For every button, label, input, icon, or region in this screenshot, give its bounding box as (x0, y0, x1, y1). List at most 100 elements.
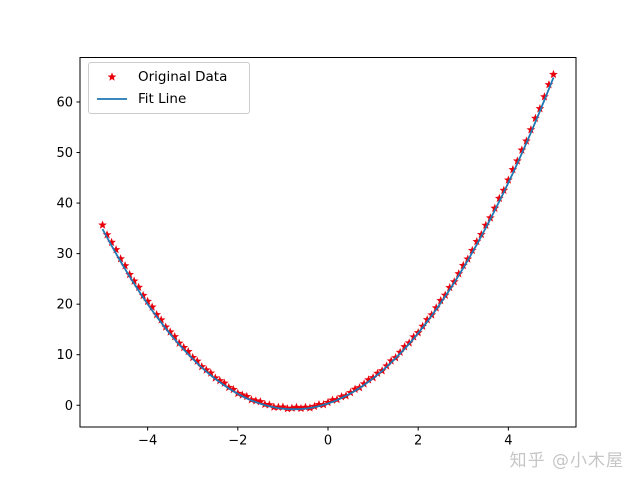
y-tick-label: 20 (56, 298, 73, 313)
scatter-point (436, 296, 446, 305)
scatter-point (310, 401, 319, 411)
scatter-point (188, 352, 198, 362)
scatter-point (301, 402, 310, 412)
scatter-point (540, 92, 549, 101)
scatter-point (125, 269, 134, 279)
scatter-series (98, 69, 558, 413)
scatter-point (260, 399, 270, 409)
scatter-point (192, 356, 202, 365)
y-tick-label: 60 (56, 95, 73, 110)
scatter-point (526, 125, 536, 134)
scatter-point (386, 356, 396, 365)
scatter-point (138, 290, 148, 300)
scatter-point (201, 365, 211, 374)
y-tick-label: 30 (56, 247, 73, 262)
y-tick-label: 50 (56, 146, 73, 161)
watermark: 知乎 @小木屋 (509, 451, 624, 471)
scatter-point (517, 145, 527, 154)
scatter-point (522, 136, 531, 145)
scatter-point (422, 315, 432, 324)
scatter-point (224, 382, 234, 392)
scatter-point (111, 245, 121, 254)
scatter-point (170, 332, 180, 341)
y-tick-label: 0 (65, 399, 73, 414)
scatter-point (490, 203, 500, 212)
scatter-point (246, 395, 256, 404)
scatter-point (255, 397, 265, 406)
scatter-point (296, 403, 306, 413)
scatter-point (102, 230, 112, 239)
scatter-point (418, 321, 428, 331)
scatter-point (98, 220, 107, 229)
line-marker-icon (95, 91, 129, 107)
scatter-point (499, 185, 509, 195)
scatter-point (431, 303, 441, 312)
scatter-point (467, 245, 477, 255)
scatter-point (458, 260, 468, 270)
scatter-point (494, 193, 504, 203)
scatter-point (242, 391, 252, 401)
scatter-point (183, 346, 193, 356)
legend-item-original-data: Original Data (95, 67, 243, 87)
fit-line (101, 77, 555, 411)
x-tick-label: 4 (504, 434, 512, 449)
scatter-point (382, 361, 391, 370)
scatter-point (400, 342, 410, 351)
scatter-point (350, 384, 360, 393)
scatter-point (472, 236, 482, 246)
scatter-point (274, 402, 283, 411)
scatter-point (337, 392, 346, 401)
scatter-point (215, 376, 225, 385)
scatter-point (531, 113, 540, 123)
scatter-point (134, 282, 143, 292)
star-marker-icon (95, 69, 129, 85)
scatter-point (107, 237, 116, 247)
scatter-point (503, 175, 513, 184)
scatter-point (513, 156, 522, 165)
legend-item-fit-line: Fit Line (95, 89, 243, 109)
scatter-point (454, 269, 464, 278)
scatter-point (179, 342, 189, 352)
x-tick-label: −4 (138, 434, 157, 449)
scatter-point (219, 378, 229, 387)
scatter-point (364, 375, 373, 384)
scatter-point (314, 400, 324, 409)
scatter-point (237, 390, 247, 399)
scatter-point (116, 254, 125, 263)
x-tick-label: 2 (414, 434, 422, 449)
scatter-point (129, 276, 139, 285)
scatter-point (328, 395, 337, 404)
scatter-point (373, 368, 382, 378)
scatter-point (278, 402, 288, 411)
scatter-point (174, 338, 184, 347)
legend-label-fit-line: Fit Line (138, 91, 187, 107)
scatter-point (120, 261, 130, 270)
scatter-point (147, 302, 157, 311)
scatter-point (323, 397, 333, 407)
scatter-point (476, 229, 486, 239)
legend-label-original-data: Original Data (138, 69, 228, 85)
scatter-point (359, 379, 369, 388)
legend: Original Data Fit Line (88, 62, 250, 114)
scatter-point (197, 362, 207, 371)
scatter-point (152, 310, 162, 319)
scatter-point (346, 388, 355, 397)
x-tick-label: 0 (324, 434, 332, 449)
scatter-point (544, 80, 554, 89)
scatter-point (445, 282, 455, 292)
scatter-point (395, 347, 405, 357)
scatter-point (292, 402, 301, 412)
scatter-point (156, 315, 166, 324)
scatter-point (206, 368, 216, 377)
x-tick-label: −2 (228, 434, 247, 449)
scatter-point (143, 296, 153, 306)
y-tick-label: 10 (56, 348, 73, 363)
scatter-point (549, 69, 558, 79)
y-tick-label: 40 (56, 197, 73, 212)
scatter-point (409, 332, 419, 341)
scatter-point (481, 220, 491, 230)
scatter-point (161, 322, 171, 331)
scatter-point (287, 403, 297, 412)
scatter-point (165, 327, 175, 336)
